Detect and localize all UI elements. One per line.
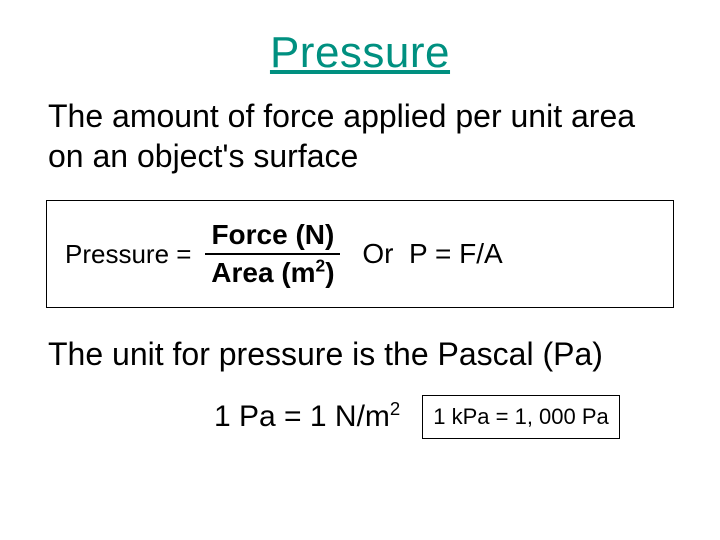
formula-box: Pressure = Force (N) Area (m2) Or P = F/… bbox=[46, 200, 674, 308]
unit-eq-sup: 2 bbox=[390, 398, 400, 419]
slide-title: Pressure bbox=[44, 28, 676, 78]
formula-lhs: Pressure = bbox=[65, 239, 191, 270]
fraction-denominator: Area (m2) bbox=[205, 255, 340, 289]
fraction-numerator: Force (N) bbox=[205, 219, 340, 255]
unit-sentence: The unit for pressure is the Pascal (Pa) bbox=[48, 336, 676, 373]
unit-eq-before: 1 Pa = 1 N/m bbox=[214, 400, 390, 433]
definition-text: The amount of force applied per unit are… bbox=[48, 96, 676, 176]
denominator-after: ) bbox=[325, 257, 334, 288]
or-label: Or bbox=[362, 238, 393, 269]
denominator-before: Area (m bbox=[211, 257, 315, 288]
kpa-box: 1 kPa = 1, 000 Pa bbox=[422, 395, 620, 439]
formula-fraction: Force (N) Area (m2) bbox=[205, 219, 340, 289]
formula-shorthand: P = F/A bbox=[409, 238, 503, 269]
bottom-row: 1 Pa = 1 N/m2 1 kPa = 1, 000 Pa bbox=[214, 395, 676, 439]
formula-or: Or P = F/A bbox=[362, 238, 502, 270]
denominator-sup: 2 bbox=[316, 256, 326, 276]
slide: Pressure The amount of force applied per… bbox=[0, 0, 720, 540]
unit-equation: 1 Pa = 1 N/m2 bbox=[214, 400, 400, 434]
